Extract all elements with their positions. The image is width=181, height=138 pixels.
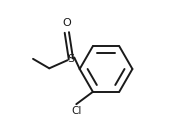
Text: Cl: Cl: [71, 106, 81, 116]
Text: S: S: [67, 54, 74, 64]
Text: O: O: [62, 18, 71, 28]
